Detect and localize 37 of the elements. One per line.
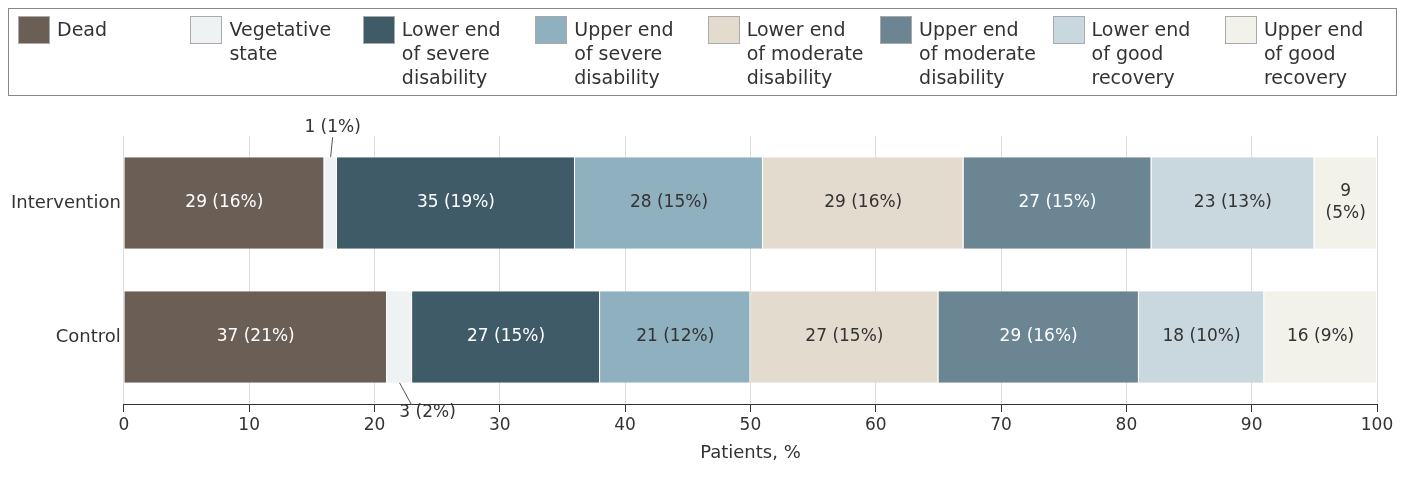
x-tick-label: 20	[363, 413, 386, 434]
data-label: 21 (12%)	[636, 325, 715, 346]
x-tick-label: 90	[1240, 413, 1263, 434]
data-label: 18 (10%)	[1162, 325, 1241, 346]
x-tick-label: 10	[238, 413, 260, 434]
legend-label: Vegetative state	[229, 17, 333, 65]
data-label: 28 (15%)	[629, 191, 709, 212]
data-label: 23 (13%)	[1193, 191, 1272, 212]
data-label: 9 (5%)	[1325, 180, 1366, 223]
y-tick-label: Intervention	[10, 190, 121, 212]
x-tick-label: 100	[1360, 413, 1394, 434]
data-label: 35 (19%)	[416, 191, 495, 212]
legend-label: Upper end of good recovery	[1263, 17, 1365, 89]
data-label: 27 (15%)	[1018, 191, 1097, 212]
data-label: 29 (16%)	[999, 325, 1078, 346]
data-label: 29 (16%)	[824, 191, 903, 212]
data-label: 27 (15%)	[805, 325, 884, 346]
legend-label: Upper end of severe disability	[574, 17, 675, 89]
x-tick-label: 60	[864, 413, 887, 434]
legend-label: Dead	[57, 17, 109, 41]
x-tick-label: 0	[118, 413, 130, 434]
legend-label: Lower end of moderate disability	[746, 17, 865, 89]
x-tick-label: 50	[739, 413, 762, 434]
legend-label: Lower end of good recovery	[1091, 17, 1192, 89]
legend-label: Lower end of severe disability	[401, 17, 502, 89]
data-label: 16 (9%)	[1286, 325, 1355, 346]
x-tick-label: 80	[1115, 413, 1138, 434]
x-tick-label: 40	[614, 413, 636, 434]
x-axis-title: Patients, %	[700, 440, 801, 462]
legend-label: Upper end of moderate disability	[919, 17, 1037, 89]
data-label: 27 (15%)	[467, 325, 546, 346]
x-tick-label: 70	[990, 413, 1012, 434]
data-label: 1 (1%)	[304, 115, 361, 136]
x-tick-label: 30	[488, 413, 511, 434]
data-label: 37 (21%)	[216, 325, 295, 346]
y-tick-label: Control	[55, 324, 121, 346]
data-label: 29 (16%)	[185, 191, 264, 212]
